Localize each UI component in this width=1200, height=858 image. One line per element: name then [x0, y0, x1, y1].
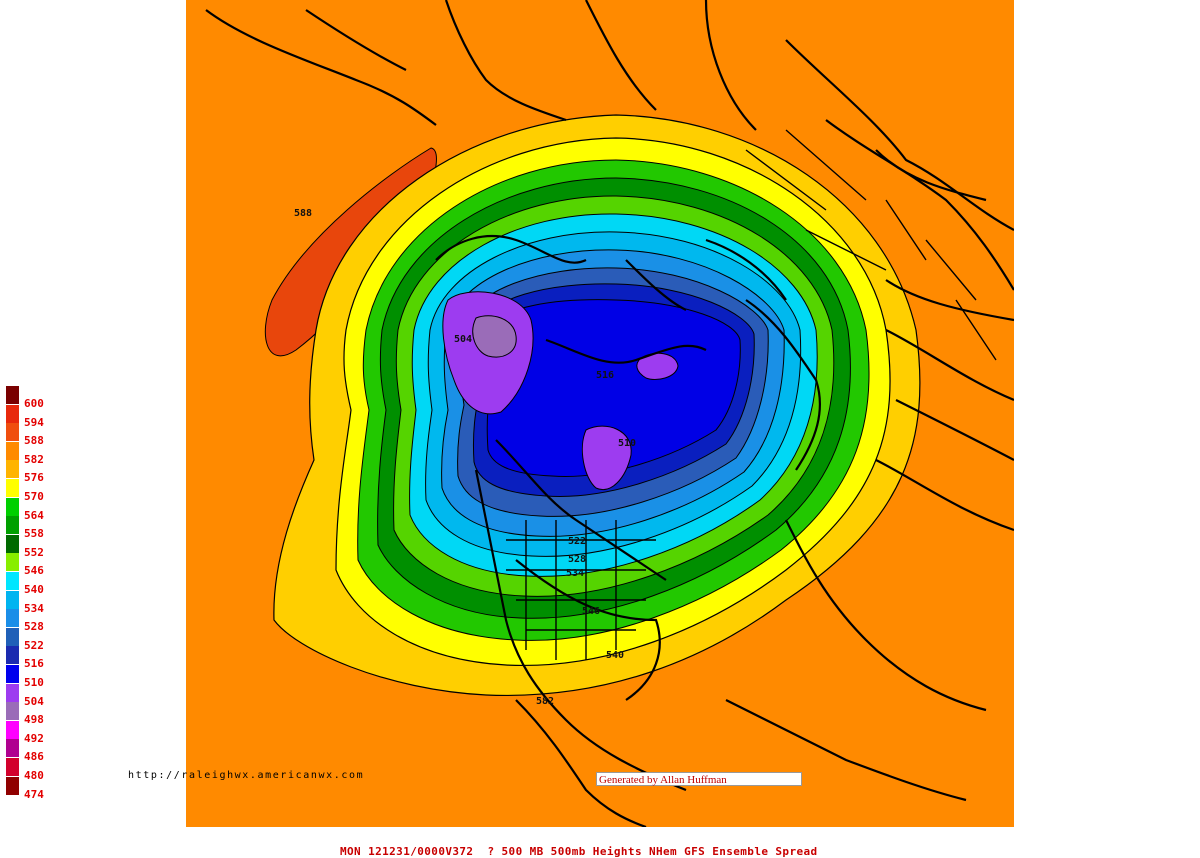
legend-swatch-516 [6, 646, 19, 665]
legend-swatch-570 [6, 479, 19, 497]
contour-labels: 588 504 516 510 522 528 534 540 546 582 [294, 208, 636, 707]
contour-label-546: 546 [582, 606, 600, 617]
legend-swatch-510 [6, 665, 19, 683]
low-core-504-east [636, 352, 679, 380]
legend-label-540: 540 [24, 583, 44, 596]
legend-swatch-534 [6, 590, 19, 609]
legend-swatch-528 [6, 609, 19, 628]
legend-swatch-498 [6, 702, 19, 721]
legend-label-486: 486 [24, 750, 44, 764]
legend-label-570: 570 [24, 490, 44, 503]
legend-label-522: 522 [24, 638, 44, 652]
legend-swatch-480 [6, 758, 19, 776]
legend-label-588: 588 [24, 434, 44, 448]
legend-label-582: 582 [24, 452, 44, 466]
footer-title: MON 121231/0000V372 ? 500 MB 500mb Heigh… [340, 845, 818, 858]
map-panel: 588 504 516 510 522 528 534 540 546 582 … [186, 0, 1014, 827]
legend-swatch-474 [6, 776, 19, 795]
legend-swatch-540 [6, 572, 19, 590]
site-url: http://raleighwx.americanwx.com [128, 770, 365, 781]
legend-label-558: 558 [24, 527, 44, 541]
legend-swatch-546 [6, 553, 19, 572]
legend-swatch-558 [6, 516, 19, 535]
legend-swatch-600 [6, 386, 19, 404]
legend-swatch-504 [6, 683, 19, 702]
legend-label-504: 504 [24, 694, 44, 708]
legend-swatch-582 [6, 441, 19, 460]
legend-label-528: 528 [24, 620, 44, 634]
legend-swatch-492 [6, 720, 19, 739]
legend-label-474: 474 [24, 787, 44, 801]
low-core-504-center [581, 425, 632, 491]
legend-swatch-522 [6, 627, 19, 646]
contour-label-540: 540 [606, 650, 624, 661]
legend-label-576: 576 [24, 471, 44, 485]
height-contour-map: 588 504 516 510 522 528 534 540 546 582 [205, 0, 1014, 827]
legend-label-498: 498 [24, 713, 44, 727]
legend-label-510: 510 [24, 676, 44, 689]
contour-label-588: 588 [294, 208, 312, 219]
legend-swatch-594 [6, 404, 19, 423]
legend-label-564: 564 [24, 508, 44, 522]
legend-swatch-552 [6, 534, 19, 553]
state-province-grid [506, 129, 997, 660]
legend-swatch-564 [6, 497, 19, 516]
contour-label-516: 516 [596, 370, 614, 381]
legend-label-546: 546 [24, 564, 44, 578]
legend-label-594: 594 [24, 415, 44, 429]
contour-label-522: 522 [568, 536, 586, 547]
contour-label-528: 528 [568, 554, 586, 565]
geographic-borders [205, 0, 1014, 827]
legend-label-552: 552 [24, 545, 44, 559]
contour-label-504: 504 [454, 334, 472, 345]
legend-swatch-588 [6, 423, 19, 442]
contour-label-534: 534 [566, 568, 584, 579]
credit-box: Generated by Allan Huffman [596, 772, 802, 786]
legend-label-492: 492 [24, 731, 44, 745]
legend-swatch-576 [6, 460, 19, 479]
contour-label-510: 510 [618, 438, 636, 449]
legend-label-480: 480 [24, 769, 44, 782]
legend-label-600: 600 [24, 397, 44, 410]
color-legend: 600 594 588 582 576 570 564 558 552 546 540 534 528 5… [6, 386, 66, 814]
legend-label-516: 516 [24, 657, 44, 671]
contour-label-582: 582 [536, 696, 554, 707]
low-core-498-west [472, 315, 517, 358]
legend-swatch-486 [6, 739, 19, 758]
legend-label-534: 534 [24, 601, 44, 615]
